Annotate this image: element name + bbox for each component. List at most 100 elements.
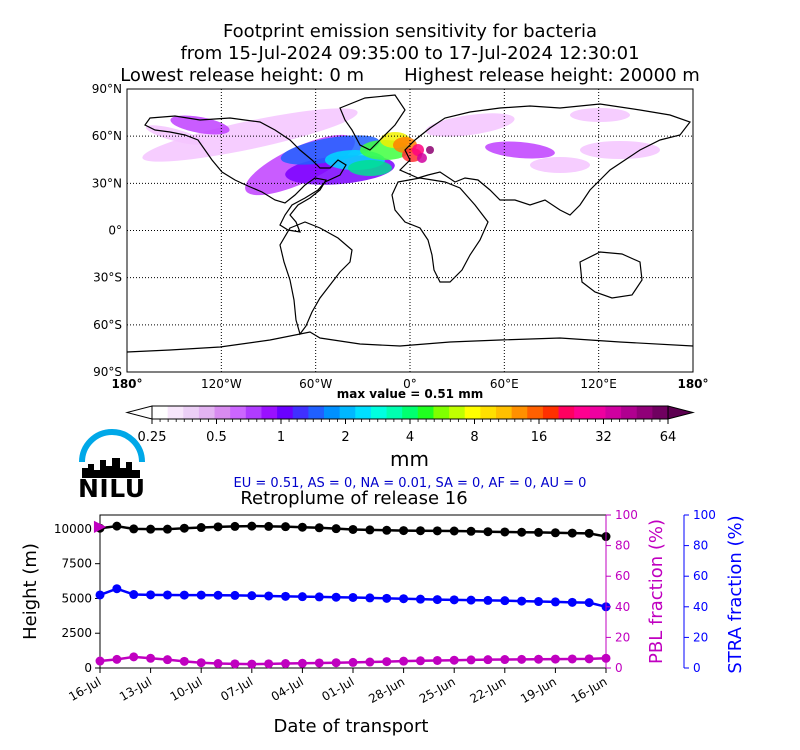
colorbar-swatch: [386, 406, 403, 419]
series-point: [483, 655, 493, 665]
colorbar-swatch: [636, 406, 653, 419]
colorbar-swatch: [339, 406, 356, 419]
series-point: [466, 655, 476, 665]
series-point: [213, 590, 223, 600]
latitude-label: 60°S: [93, 318, 122, 332]
series-point: [534, 527, 544, 537]
series-point: [567, 654, 577, 664]
footprint-patch: [280, 135, 380, 165]
series-point: [281, 591, 291, 601]
colorbar-swatch: [183, 406, 200, 419]
series-point: [129, 652, 139, 662]
colorbar-tick-label: 1: [277, 430, 285, 445]
y-tick-label: 5000: [61, 591, 92, 605]
colorbar-max-arrow: [667, 405, 695, 420]
nilu-logo: [79, 429, 145, 478]
series-point: [348, 592, 358, 602]
colorbar-swatch: [214, 406, 231, 419]
latitude-label: 30°N: [92, 176, 122, 190]
series-point: [196, 658, 206, 668]
colorbar-min-arrow: [125, 405, 153, 420]
chart-title: Retroplume of release 16: [240, 488, 468, 509]
colorbar-swatch: [449, 406, 466, 419]
series-point: [500, 527, 510, 537]
logo-skyline: [82, 458, 140, 478]
series-point: [550, 597, 560, 607]
series-point: [331, 658, 341, 668]
series-point: [432, 526, 442, 536]
map-gridlines: [127, 89, 693, 372]
colorbar-swatch: [605, 406, 622, 419]
latitude-label: 90°S: [93, 365, 122, 379]
pbl-start-marker: ▶: [94, 516, 107, 535]
x-tick-label: 07-Jul: [218, 674, 255, 703]
series-point: [213, 659, 223, 669]
series-point: [179, 523, 189, 533]
footprint-patch: [142, 108, 358, 162]
x-tick-label: 28-Jun: [366, 674, 407, 706]
colorbar-swatch: [308, 406, 325, 419]
series-point: [449, 526, 459, 536]
series-point: [281, 522, 291, 532]
footprint-plume: [142, 108, 660, 196]
series-point: [230, 590, 240, 600]
colorbar-swatch: [464, 406, 481, 419]
series-point: [162, 655, 172, 665]
stra-tick-label: 60: [693, 569, 708, 583]
logo-text: NILU: [78, 474, 146, 503]
title-line-1: Footprint emission sensitivity for bacte…: [222, 21, 598, 42]
series-point: [432, 595, 442, 605]
series-point: [399, 526, 409, 536]
colorbar-swatch: [245, 406, 262, 419]
series-point: [415, 656, 425, 666]
series-point: [584, 654, 594, 664]
series-point: [213, 522, 223, 532]
y-tick-label: 2500: [61, 626, 92, 640]
series-point: [129, 524, 139, 534]
series-point: [112, 584, 122, 594]
series-point: [483, 595, 493, 605]
eurasia-coast: [398, 103, 691, 216]
series-point: [230, 659, 240, 669]
series-point: [584, 598, 594, 608]
series-point: [382, 657, 392, 667]
longitude-label: 60°E: [490, 377, 519, 391]
pbl-tick-label: 100: [615, 508, 638, 522]
stra-tick-label: 0: [693, 661, 701, 675]
footprint-patch: [425, 113, 515, 137]
colorbar-swatch: [292, 406, 309, 419]
colorbar-swatch: [511, 406, 528, 419]
colorbar-swatch: [574, 406, 591, 419]
series-point: [146, 524, 156, 534]
longitude-label: 0°: [403, 377, 417, 391]
series-point: [449, 655, 459, 665]
colorbar-swatch: [261, 406, 278, 419]
longitude-label: 120°E: [580, 377, 617, 391]
series-point: [584, 528, 594, 538]
footprint-patch: [417, 153, 427, 163]
stra-tick-label: 20: [693, 630, 708, 644]
series-point: [500, 596, 510, 606]
colorbar-tick-label: 0.5: [206, 430, 227, 445]
colorbar-swatch: [558, 406, 575, 419]
pbl-tick-label: 80: [615, 539, 630, 553]
latitude-label: 0°: [108, 224, 122, 238]
footprint-patch: [426, 146, 434, 154]
series-point: [483, 527, 493, 537]
x-tick-label: 01-Jul: [319, 674, 356, 703]
footprint-patch: [412, 144, 424, 156]
x-tick-label: 19-Jun: [518, 674, 559, 706]
series-point: [348, 524, 358, 534]
longitude-label: 180°: [677, 377, 708, 391]
stra-tick-label: 100: [693, 508, 716, 522]
colorbar-swatch: [402, 406, 419, 419]
series-point: [297, 522, 307, 532]
longitude-label: 60°W: [299, 377, 332, 391]
series-point: [297, 658, 307, 668]
greenland-coast: [339, 94, 406, 151]
pbl-tick-label: 20: [615, 630, 630, 644]
colorbar-swatch: [652, 406, 669, 419]
series-point: [247, 591, 257, 601]
series-point: [517, 654, 527, 664]
